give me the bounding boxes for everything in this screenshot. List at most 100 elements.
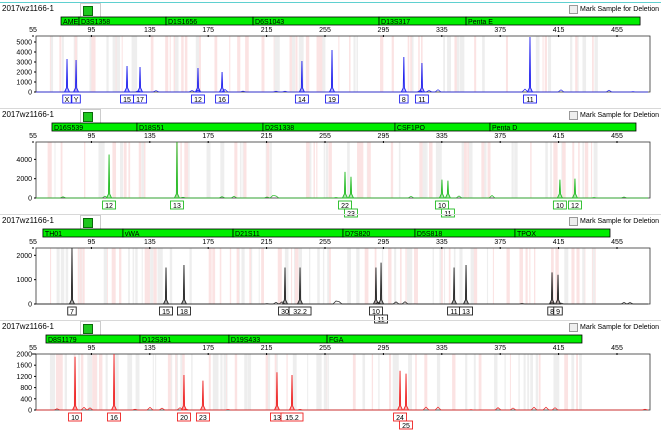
dye-color-icon: [83, 324, 93, 334]
peak: [548, 272, 556, 305]
allele-bin: [527, 354, 530, 410]
allele-bin: [408, 354, 413, 410]
x-tick-label: 175: [202, 345, 214, 352]
peak: [288, 374, 296, 411]
allele-bin: [553, 354, 557, 410]
allele-bin: [347, 248, 351, 304]
panel-divider: [0, 214, 661, 215]
dye-toggle-button[interactable]: [80, 109, 101, 124]
allele-bin: [292, 354, 297, 410]
checkbox-icon[interactable]: [569, 323, 579, 332]
allele-bin: [169, 36, 171, 92]
allele-bin: [422, 142, 427, 198]
allele-bin: [378, 354, 380, 410]
mark-deletion-label: Mark Sample for Deletion: [580, 324, 659, 331]
allele-bin: [530, 354, 533, 410]
chart-svg: D8S1179 D12S391 D19S433 FGA 55 95 135 175 215 255…: [16, 334, 651, 430]
mark-deletion-checkbox[interactable]: Mark Sample for Deletion: [569, 5, 659, 14]
x-tick-label: 215: [261, 239, 273, 246]
panel-divider: [0, 2, 661, 3]
allele-label-box: [71, 94, 81, 104]
allele-label: 13: [462, 309, 470, 316]
allele-bin: [80, 248, 82, 304]
allele-bin: [244, 354, 248, 410]
peak: [396, 370, 404, 411]
checkbox-icon[interactable]: [569, 217, 579, 226]
dye-toggle-button[interactable]: [80, 321, 101, 336]
mark-deletion-checkbox[interactable]: Mark Sample for Deletion: [569, 323, 659, 332]
allele-bin: [60, 354, 63, 410]
allele-bin: [328, 142, 332, 198]
allele-bin: [550, 142, 552, 198]
dye-panel: 2017wz1166-1 Mark Sample for Deletion D8S1…: [0, 318, 661, 430]
mark-deletion-label: Mark Sample for Deletion: [580, 6, 659, 13]
allele-bin: [577, 36, 579, 92]
allele-bin: [128, 354, 130, 410]
allele-bin: [56, 248, 60, 304]
allele-bin: [119, 248, 122, 304]
allele-label: 30: [281, 309, 289, 316]
allele-bin: [95, 354, 97, 410]
x-tick-label: 55: [29, 133, 37, 140]
peak: [377, 262, 385, 305]
allele-label: 11: [418, 97, 425, 104]
allele-label-box: [440, 208, 455, 218]
allele-bin: [180, 354, 183, 410]
allele-bin: [571, 248, 575, 304]
marker-label: D13S317: [381, 19, 410, 26]
x-tick-label: 295: [378, 133, 390, 140]
allele-label: 12: [571, 203, 579, 210]
allele-bin: [364, 248, 369, 304]
allele-bin: [266, 142, 270, 198]
mark-deletion-checkbox[interactable]: Mark Sample for Deletion: [569, 111, 659, 120]
allele-bin: [389, 354, 392, 410]
allele-bin: [593, 142, 598, 198]
allele-bin: [509, 354, 511, 410]
x-tick-label: 335: [436, 345, 448, 352]
allele-bin: [317, 248, 320, 304]
allele-bin: [570, 36, 573, 92]
allele-label: 10: [71, 415, 79, 422]
allele-bin: [289, 36, 294, 92]
x-tick-label: 295: [378, 239, 390, 246]
allele-bin: [50, 36, 54, 92]
allele-bin: [514, 142, 518, 198]
allele-bin: [265, 354, 268, 410]
allele-bin: [286, 354, 288, 410]
allele-bin: [576, 248, 580, 304]
allele-bin: [585, 142, 588, 198]
allele-bin: [398, 142, 401, 198]
checkbox-icon[interactable]: [569, 5, 579, 14]
allele-bin: [111, 248, 116, 304]
allele-label: 18: [180, 309, 188, 316]
allele-label: 17: [136, 97, 144, 104]
checkbox-icon[interactable]: [569, 111, 579, 120]
plot-frame: [35, 35, 651, 93]
x-tick-label: 415: [553, 133, 565, 140]
allele-bin: [82, 248, 85, 304]
x-tick-label: 95: [88, 345, 96, 352]
allele-bin: [291, 36, 296, 92]
allele-bin: [519, 248, 523, 304]
allele-bin: [467, 142, 470, 198]
allele-label-box: [288, 306, 312, 316]
allele-bin: [243, 142, 247, 198]
peak: [105, 154, 113, 199]
y-tick-label: 2000: [16, 352, 32, 359]
allele-bin: [261, 36, 265, 92]
mark-deletion-checkbox[interactable]: Mark Sample for Deletion: [569, 217, 659, 226]
peak: [123, 65, 131, 93]
allele-bin: [241, 248, 245, 304]
peak: [71, 356, 79, 411]
peak: [450, 267, 458, 305]
allele-bin: [206, 142, 210, 198]
allele-bin: [99, 354, 103, 410]
marker-label: TPOX: [517, 231, 536, 238]
allele-bin: [54, 142, 56, 198]
allele-bin: [266, 354, 271, 410]
allele-label-box: [159, 306, 173, 316]
panel-divider: [0, 320, 661, 321]
allele-label-box: [191, 94, 205, 104]
allele-bin: [489, 142, 491, 198]
allele-bin: [62, 36, 64, 92]
